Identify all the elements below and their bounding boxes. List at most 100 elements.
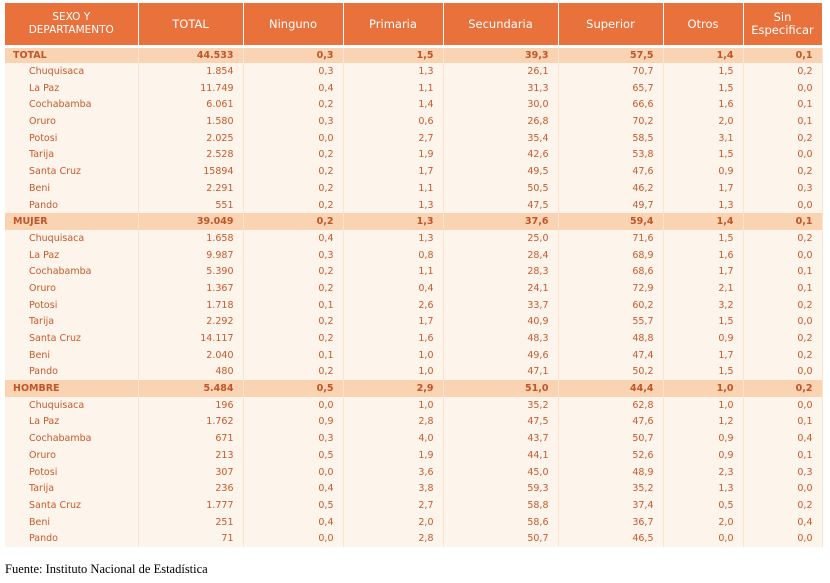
cell: 50,5 xyxy=(443,180,559,197)
cell: 3,1 xyxy=(663,129,744,147)
table-body: TOTAL 44.533 0,3 1,5 39,3 57,5 1,4 0,1 Chuquisac… xyxy=(5,46,823,548)
cell: 47,5 xyxy=(443,196,559,214)
cell: 1,6 xyxy=(663,246,744,264)
cell: 2,3 xyxy=(663,463,744,481)
row: Santa Cruz 14.117 0,2 1,6 48,3 48,8 0,9 0,2 xyxy=(5,330,823,347)
cell: 0,0 xyxy=(743,396,823,414)
cell: 1,5 xyxy=(663,313,744,331)
cell: 1,1 xyxy=(343,263,444,281)
cell: 47,6 xyxy=(558,413,664,431)
cell: 671 xyxy=(138,430,244,447)
cell: 1,6 xyxy=(663,96,744,114)
cell: 0,2 xyxy=(243,213,344,231)
cell: 551 xyxy=(138,196,244,214)
row: Potosi 2.025 0,0 2,7 35,4 58,5 3,1 0,2 xyxy=(5,129,823,147)
cell: 1,9 xyxy=(343,447,444,464)
cell: 0,1 xyxy=(243,346,344,364)
cell: 49,6 xyxy=(443,346,559,364)
cell: 28,4 xyxy=(443,246,559,264)
row-label: Beni xyxy=(5,180,139,197)
row: Chuquisaca 1.658 0,4 1,3 25,0 71,6 1,5 0,2 xyxy=(5,230,823,247)
cell: 59,3 xyxy=(443,480,559,498)
row-label: Tarija xyxy=(5,313,139,331)
cell: 0,4 xyxy=(243,230,344,247)
cell: 1,5 xyxy=(343,46,444,64)
cell: 0,0 xyxy=(243,396,344,414)
cell: 1,0 xyxy=(663,396,744,414)
cell: 0,3 xyxy=(743,463,823,481)
cell: 0,0 xyxy=(663,530,744,548)
cell: 0,4 xyxy=(743,513,823,531)
row-label: Cochabamba xyxy=(5,96,139,114)
cell: 0,2 xyxy=(243,96,344,114)
cell: 2.291 xyxy=(138,180,244,197)
cell: 49,7 xyxy=(558,196,664,214)
row-label: La Paz xyxy=(5,79,139,97)
cell: 1,5 xyxy=(663,79,744,97)
cell: 59,4 xyxy=(558,213,664,231)
cell: 0,2 xyxy=(243,196,344,214)
cell: 0,2 xyxy=(243,330,344,347)
row-label: Potosi xyxy=(5,463,139,481)
cell: 48,9 xyxy=(558,463,664,481)
cell: 1.762 xyxy=(138,413,244,431)
cell: 11.749 xyxy=(138,79,244,97)
cell: 0,5 xyxy=(243,497,344,514)
data-table: SEXO Y DEPARTAMENTO TOTAL Ninguno Primaria S… xyxy=(5,3,823,548)
cell: 51,0 xyxy=(443,380,559,397)
header-row: SEXO Y DEPARTAMENTO TOTAL Ninguno Primaria S… xyxy=(5,3,823,47)
cell: 1.367 xyxy=(138,280,244,297)
cell: 47,4 xyxy=(558,346,664,364)
column-header: Primaria xyxy=(343,3,444,47)
cell: 1,7 xyxy=(343,313,444,331)
row-label: Chuquisaca xyxy=(5,63,139,80)
cell: 57,5 xyxy=(558,46,664,64)
cell: 68,9 xyxy=(558,246,664,264)
cell: 15894 xyxy=(138,163,244,180)
cell: 71 xyxy=(138,530,244,548)
cell: 60,2 xyxy=(558,296,664,314)
cell: 62,8 xyxy=(558,396,664,414)
column-header: Superior xyxy=(558,3,664,47)
row: Tarija 2.528 0,2 1,9 42,6 53,8 1,5 0,0 xyxy=(5,146,823,164)
cell: 0,0 xyxy=(743,246,823,264)
cell: 48,8 xyxy=(558,330,664,347)
cell: 1,9 xyxy=(343,146,444,164)
row-label: Oruro xyxy=(5,447,139,464)
cell: 35,2 xyxy=(443,396,559,414)
cell: 25,0 xyxy=(443,230,559,247)
cell: 44.533 xyxy=(138,46,244,64)
cell: 0,1 xyxy=(743,213,823,231)
cell: 0,1 xyxy=(243,296,344,314)
cell: 5.390 xyxy=(138,263,244,281)
column-header: TOTAL xyxy=(138,3,244,47)
row: Pando 71 0,0 2,8 50,7 46,5 0,0 0,0 xyxy=(5,530,823,548)
cell: 480 xyxy=(138,363,244,381)
cell: 0,3 xyxy=(243,430,344,447)
cell: 0,1 xyxy=(743,447,823,464)
cell: 68,6 xyxy=(558,263,664,281)
cell: 1.777 xyxy=(138,497,244,514)
cell: 53,8 xyxy=(558,146,664,164)
cell: 0,0 xyxy=(243,463,344,481)
cell: 0,2 xyxy=(743,346,823,364)
row: Pando 480 0,2 1,0 47,1 50,2 1,5 0,0 xyxy=(5,363,823,381)
cell: 213 xyxy=(138,447,244,464)
cell: 58,6 xyxy=(443,513,559,531)
cell: 4,0 xyxy=(343,430,444,447)
cell: 2,7 xyxy=(343,129,444,147)
cell: 236 xyxy=(138,480,244,498)
cell: 0,1 xyxy=(743,413,823,431)
cell: 0,2 xyxy=(743,497,823,514)
column-header: Otros xyxy=(663,3,744,47)
row-label: Potosi xyxy=(5,296,139,314)
group-row: MUJER 39.049 0,2 1,3 37,6 59,4 1,4 0,1 xyxy=(5,213,823,231)
row-label: Chuquisaca xyxy=(5,230,139,247)
row: Cochabamba 671 0,3 4,0 43,7 50,7 0,9 0,4 xyxy=(5,430,823,447)
cell: 196 xyxy=(138,396,244,414)
cell: 2,0 xyxy=(343,513,444,531)
cell: 1,3 xyxy=(343,63,444,80)
cell: 0,2 xyxy=(743,163,823,180)
row: Cochabamba 5.390 0,2 1,1 28,3 68,6 1,7 0,1 xyxy=(5,263,823,281)
cell: 2,8 xyxy=(343,413,444,431)
